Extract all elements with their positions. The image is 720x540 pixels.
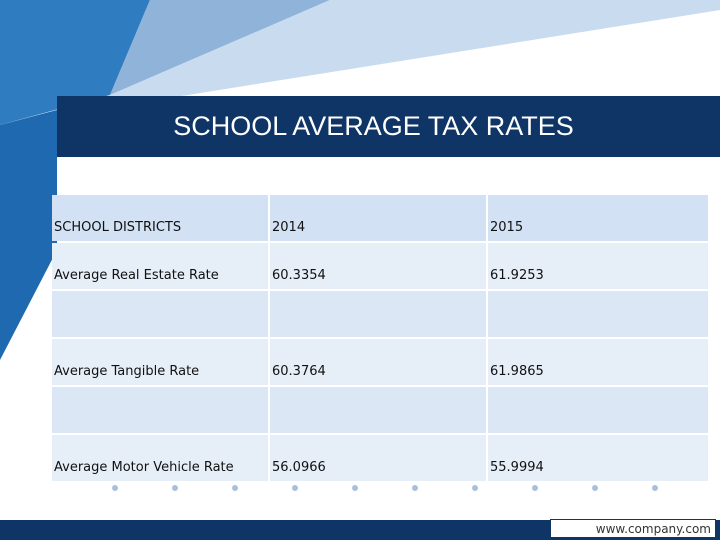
shape	[0, 0, 150, 125]
decor-dot	[592, 485, 598, 491]
spacer-row	[52, 387, 708, 433]
decor-dot	[652, 485, 658, 491]
title: SCHOOL AVERAGE TAX RATES	[173, 111, 574, 141]
empty-cell	[52, 291, 268, 337]
decor-dot	[532, 485, 538, 491]
table-cell: 56.0966	[270, 435, 486, 481]
table-cell: 61.9253	[488, 243, 708, 289]
table-row: Average Real Estate Rate 60.3354 61.9253	[52, 243, 708, 289]
table-cell: Average Motor Vehicle Rate	[52, 435, 268, 481]
decor-dot	[472, 485, 478, 491]
table-cell: 61.9865	[488, 339, 708, 385]
footer-url: www.company.com	[595, 522, 711, 536]
decor-dot	[172, 485, 178, 491]
table-cell: Average Tangible Rate	[52, 339, 268, 385]
table-cell: 60.3764	[270, 339, 486, 385]
empty-cell	[488, 291, 708, 337]
table-row: Average Motor Vehicle Rate 56.0966 55.9994	[52, 435, 708, 481]
table-cell: 60.3354	[270, 243, 486, 289]
table-row: Average Tangible Rate 60.3764 61.9865	[52, 339, 708, 385]
header-row: SCHOOL DISTRICTS 2014 2015	[52, 195, 708, 241]
empty-cell	[488, 387, 708, 433]
header-cell: SCHOOL DISTRICTS	[52, 195, 268, 241]
decor-dot	[352, 485, 358, 491]
decor-dot	[232, 485, 238, 491]
decor-dot	[412, 485, 418, 491]
empty-cell	[270, 387, 486, 433]
header-cell: 2014	[270, 195, 486, 241]
table-cell: 55.9994	[488, 435, 708, 481]
footer-bar	[0, 520, 720, 540]
table: SCHOOL DISTRICTS 2014 2015 Average Real Est…	[52, 195, 708, 483]
decor-dot	[292, 485, 298, 491]
empty-cell	[270, 291, 486, 337]
title-bar	[57, 96, 720, 157]
header-cell: 2015	[488, 195, 708, 241]
spacer-row	[52, 291, 708, 337]
decor-dot	[112, 485, 118, 491]
table-cell: Average Real Estate Rate	[52, 243, 268, 289]
footer-box	[550, 519, 716, 538]
empty-cell	[52, 387, 268, 433]
shape	[0, 110, 57, 360]
shape	[0, 0, 720, 125]
